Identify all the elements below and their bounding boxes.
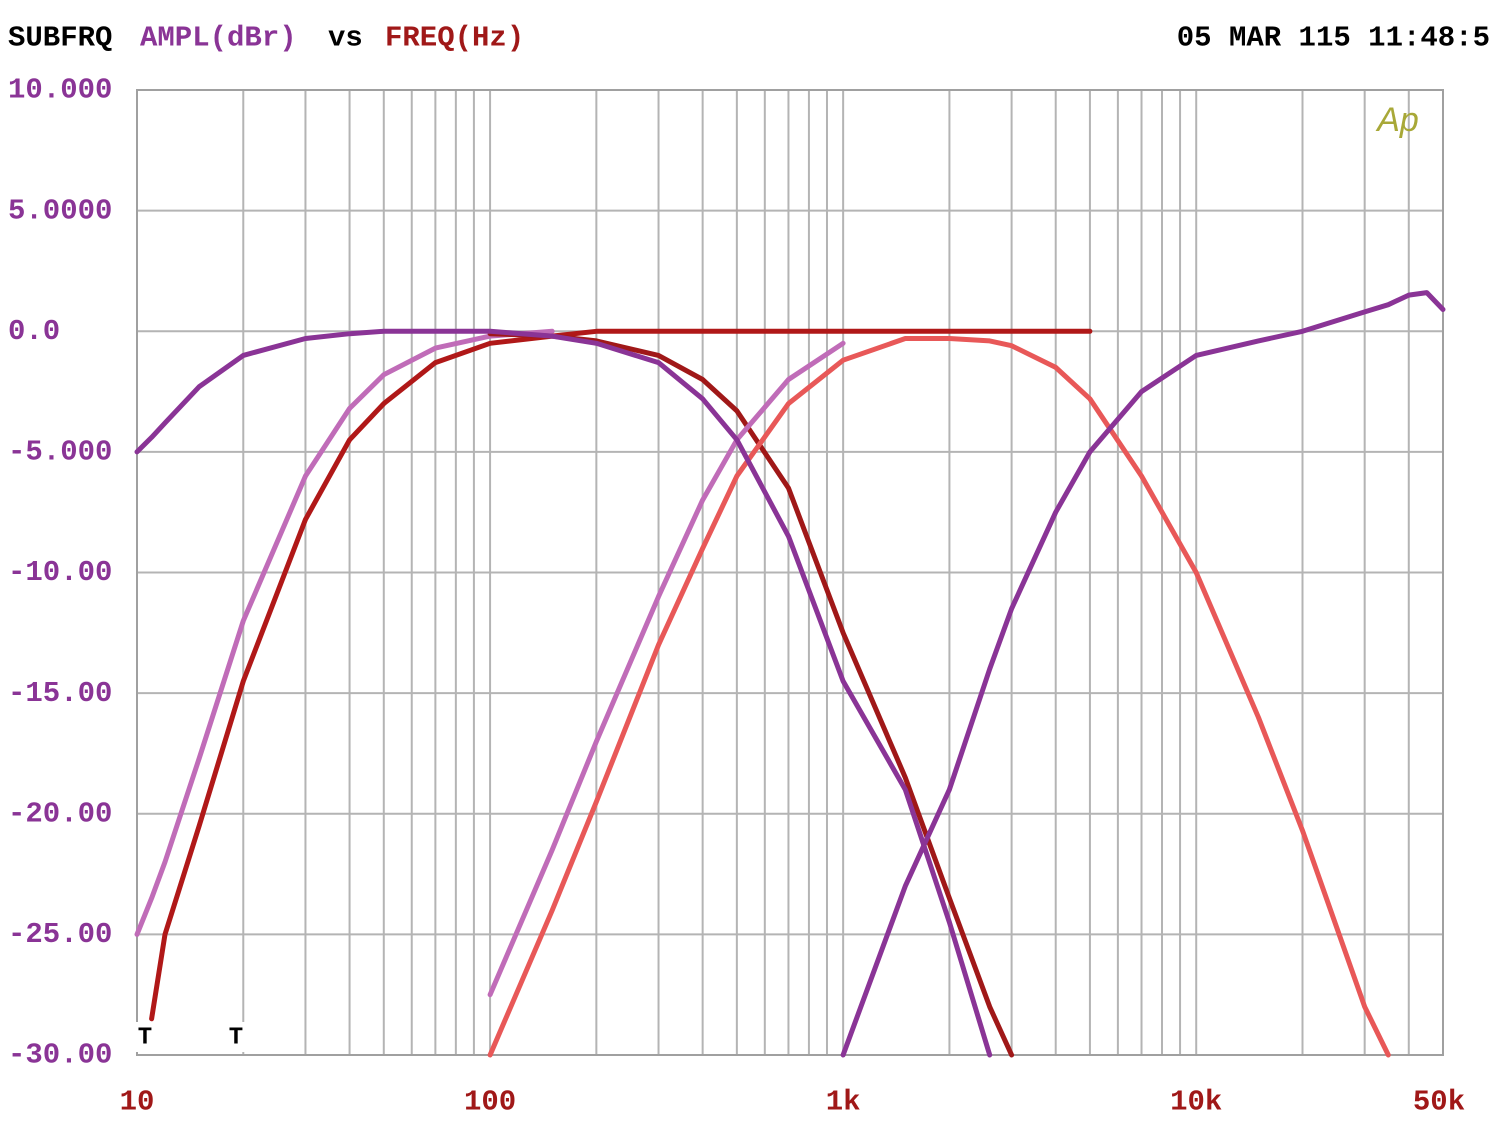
x-tick-label: 10k xyxy=(1170,1086,1222,1119)
y-tick-label: 0.0 xyxy=(8,315,60,348)
marker-bg xyxy=(226,1022,246,1052)
x-tick-label: 10 xyxy=(120,1086,155,1119)
x-tick-label: 1k xyxy=(826,1086,861,1119)
curve xyxy=(487,340,846,998)
logo: Ap xyxy=(1375,101,1419,139)
y-tick-label: 10.000 xyxy=(8,74,112,107)
x-axis-name: FREQ(Hz) xyxy=(385,22,524,55)
plot-area xyxy=(134,89,1446,1058)
curve xyxy=(840,290,1446,1058)
y-tick-label: -30.00 xyxy=(8,1039,112,1072)
y-tick-label: 5.0000 xyxy=(8,194,112,227)
y-tick-label: -20.00 xyxy=(8,797,112,830)
marker-bg xyxy=(136,1022,156,1052)
y-tick-label: -15.00 xyxy=(8,677,112,710)
curve xyxy=(487,336,1391,1058)
curve xyxy=(149,328,1093,1022)
marker: T xyxy=(138,1024,152,1051)
y-tick-label: -10.00 xyxy=(8,556,112,589)
curve xyxy=(134,328,993,1058)
y-tick-label: -5.000 xyxy=(8,436,112,469)
header-left: SUBFRQ xyxy=(8,22,112,55)
y-axis-name: AMPL(dBr) xyxy=(140,22,297,55)
y-tick-label: -25.00 xyxy=(8,918,112,951)
curve xyxy=(134,328,555,937)
x-tick-label: 100 xyxy=(464,1086,516,1119)
timestamp: 05 MAR 115 11:48:5 xyxy=(1177,22,1490,55)
marker: T xyxy=(229,1024,243,1051)
header-vs: vs xyxy=(328,22,363,55)
plot-border xyxy=(136,89,1444,1056)
x-tick-label: 50k xyxy=(1413,1086,1465,1119)
